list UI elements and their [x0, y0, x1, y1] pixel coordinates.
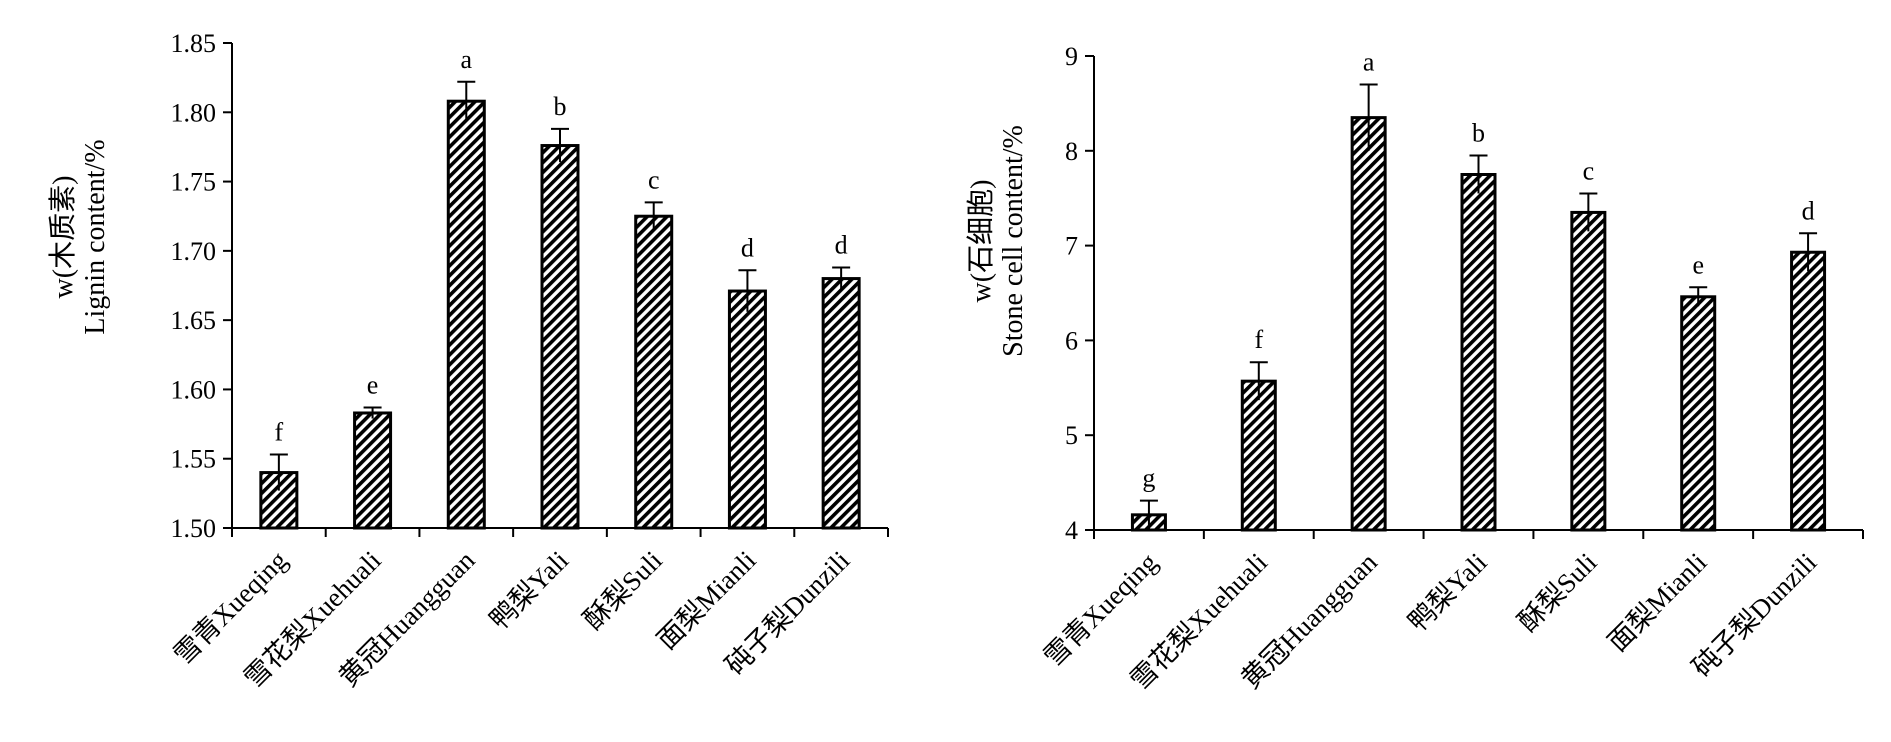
lignin-y-tick-label: 1.50 [171, 514, 217, 543]
stone-cell-bar [1460, 173, 1497, 532]
stone-cell-category-label: 酥梨Suli [1512, 547, 1602, 637]
lignin-significance-label: f [275, 418, 284, 447]
lignin-y-tick-label: 1.70 [171, 237, 217, 266]
lignin-significance-label: d [741, 233, 754, 262]
lignin-plot-area: 1.501.551.601.651.701.751.801.85f雪青Xueqi… [168, 29, 889, 694]
stone-cell-y-tick-label: 5 [1065, 421, 1078, 450]
stone-cell-significance-label: b [1472, 119, 1485, 148]
stone-cell-significance-label: g [1142, 464, 1155, 493]
lignin-ylabel-line2: Lignin content/% [80, 139, 111, 334]
stone-cell-y-tick-label: 9 [1065, 42, 1078, 71]
stone-cell-category-label: 面梨Mianli [1602, 547, 1712, 657]
lignin-y-tick-label: 1.80 [171, 98, 217, 127]
stone-cell-significance-label: f [1254, 325, 1263, 354]
stone-cell-plot-area: 456789g雪青Xueqingf雪花梨Xuehualia黄冠Huangguan… [1038, 42, 1864, 696]
lignin-bar [353, 411, 393, 530]
stone-cell-ylabel-line1: w(石细胞) [965, 180, 997, 303]
lignin-chart: w(木质素) Lignin content/% 1.50 1.55 1.60 1.65… [47, 29, 889, 694]
lignin-bar [634, 214, 674, 530]
lignin-category-label: 酥梨Suli [578, 545, 668, 635]
stone-cell-chart: w(石细胞) Stone cell content/% 456789g雪青Xue… [965, 42, 1864, 696]
lignin-significance-label: d [835, 230, 848, 259]
lignin-bar [446, 99, 486, 530]
stone-cell-bar [1790, 250, 1827, 532]
lignin-significance-label: b [554, 92, 567, 121]
lignin-significance-label: c [648, 165, 660, 194]
lignin-significance-label: a [461, 45, 473, 74]
stone-cell-bar [1350, 116, 1387, 532]
stone-cell-bar [1570, 210, 1607, 532]
lignin-y-tick-label: 1.60 [171, 375, 217, 404]
lignin-bar [727, 289, 767, 530]
stone-cell-y-tick-label: 7 [1065, 232, 1078, 261]
lignin-bar [821, 277, 861, 530]
lignin-bar [540, 144, 580, 530]
lignin-y-tick-label: 1.55 [171, 445, 217, 474]
stone-cell-significance-label: d [1802, 196, 1815, 225]
stone-cell-y-tick-label: 6 [1065, 326, 1078, 355]
stone-cell-significance-label: c [1583, 156, 1595, 185]
lignin-y-tick-label: 1.75 [171, 168, 217, 197]
stone-cell-y-tick-label: 4 [1065, 516, 1078, 545]
stone-cell-bar [1680, 295, 1717, 532]
stone-cell-category-label: 鸭梨Yali [1402, 547, 1492, 637]
lignin-y-tick-label: 1.85 [171, 29, 217, 58]
stone-cell-ylabel-line2: Stone cell content/% [998, 125, 1029, 357]
stone-cell-y-tick-label: 8 [1065, 137, 1078, 166]
stone-cell-bar [1240, 379, 1277, 532]
lignin-category-label: 鸭梨Yali [484, 545, 574, 635]
lignin-y-tick-label: 1.65 [171, 306, 217, 335]
lignin-significance-label: e [367, 370, 379, 399]
stone-cell-significance-label: e [1692, 250, 1704, 279]
lignin-ylabel-line1: w(木质素) [47, 176, 79, 299]
stone-cell-significance-label: a [1363, 47, 1375, 76]
